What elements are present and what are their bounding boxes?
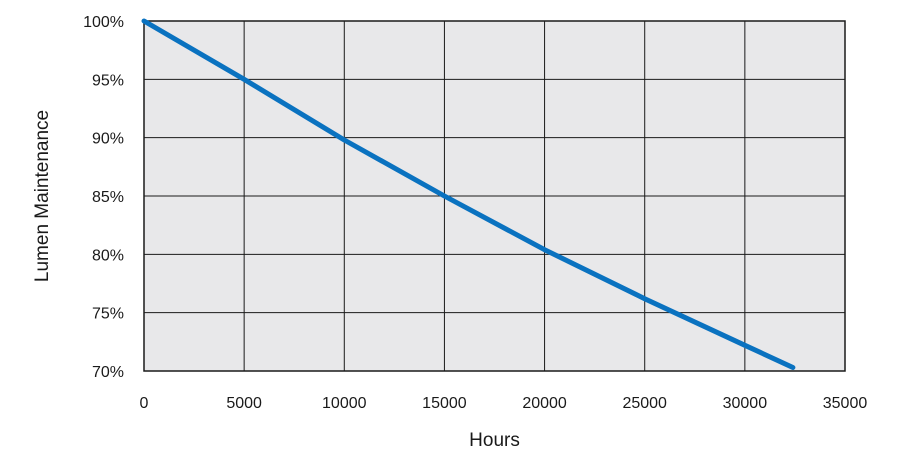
y-tick-label: 85% xyxy=(92,189,124,206)
x-axis-title: Hours xyxy=(469,430,520,451)
y-tick-label: 100% xyxy=(83,14,124,31)
y-tick-label: 95% xyxy=(92,72,124,89)
y-tick-label: 75% xyxy=(92,306,124,323)
y-axis-ticks: 70% 75% 80% 85% 90% 95% 100% xyxy=(83,14,124,381)
x-tick-label: 30000 xyxy=(723,395,768,412)
x-axis-ticks: 0 5000 10000 15000 20000 25000 30000 35000 xyxy=(140,395,868,412)
x-tick-label: 0 xyxy=(140,395,149,412)
y-tick-label: 70% xyxy=(92,364,124,381)
x-tick-label: 15000 xyxy=(422,395,467,412)
plot-border xyxy=(143,20,846,372)
y-tick-label: 80% xyxy=(92,247,124,264)
series-line xyxy=(141,18,796,370)
series-group xyxy=(141,18,796,370)
y-axis-title: Lumen Maintenance xyxy=(32,110,53,282)
x-tick-label: 25000 xyxy=(622,395,667,412)
y-tick-label: 90% xyxy=(92,131,124,148)
x-tick-label: 35000 xyxy=(823,395,868,412)
x-tick-label: 10000 xyxy=(322,395,367,412)
x-tick-label: 20000 xyxy=(522,395,567,412)
x-tick-label: 5000 xyxy=(226,395,262,412)
